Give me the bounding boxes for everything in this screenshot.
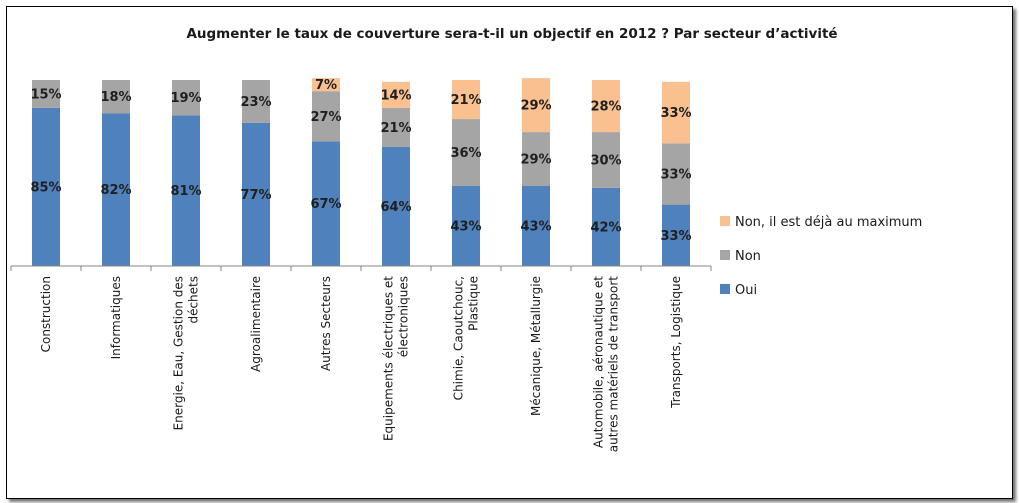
bar-non-il-est-deja-au-maximum-9 [592,80,620,133]
category-label-7: Chimie, Caoutchouc,Plastique [452,276,481,400]
data-label-non-1: 15% [30,87,61,102]
data-label-non-7: 36% [450,146,481,161]
bar-oui-5 [312,141,340,266]
legend-label-non: Non [735,249,761,264]
category-label-9: Automobile, aéronautique etautres matéri… [592,276,621,453]
legend-swatch-non-il-est-deja-au-maximum [720,216,730,226]
bar-oui-7 [452,186,480,266]
data-label-non-il-est-deja-au-maximum-6: 14% [380,88,411,103]
data-label-oui-8: 43% [520,220,551,235]
bar-non-5 [312,91,340,142]
data-label-non-6: 21% [380,121,411,136]
legend: Non, il est déjà au maximum Non Oui [720,215,922,298]
bar-non-6 [382,107,410,147]
bar-oui-3 [172,115,200,266]
bar-oui-1 [32,107,60,267]
bar-non-7 [452,119,480,187]
data-label-oui-6: 64% [380,200,411,215]
data-label-non-il-est-deja-au-maximum-5: 7% [315,78,337,93]
data-label-oui-2: 82% [100,183,131,198]
data-label-non-il-est-deja-au-maximum-10: 33% [660,106,691,121]
data-label-non-il-est-deja-au-maximum-9: 28% [590,100,621,115]
legend-label-non-il-est-deja-au-maximum: Non, il est déjà au maximum [735,215,922,230]
stacked-bar-chart: Augmenter le taux de couverture sera-t-i… [10,26,922,453]
bar-non-il-est-deja-au-maximum-5 [312,78,340,92]
bar-oui-9 [592,187,620,266]
bars-group [32,78,690,267]
category-label-8: Mécanique, Métallurgie [529,276,543,416]
bar-non-2 [102,80,130,114]
data-label-non-10: 33% [660,167,691,182]
category-label-2: Informatiques [109,276,123,359]
bar-non-9 [592,132,620,188]
data-label-oui-9: 42% [590,220,621,235]
chart-title: Augmenter le taux de couverture sera-t-i… [186,26,837,42]
bar-non-3 [172,80,200,116]
bar-oui-8 [522,186,550,266]
data-label-non-2: 18% [100,90,131,105]
data-label-non-5: 27% [310,110,341,125]
category-label-6: Equipements électriques etélectroniques [382,276,411,441]
data-label-non-8: 29% [520,153,551,168]
data-label-oui-1: 85% [30,180,61,195]
bar-oui-2 [102,113,130,266]
data-label-non-9: 30% [590,153,621,168]
category-label-5: Autres Secteurs [319,276,333,371]
data-label-oui-4: 77% [240,188,271,203]
bar-non-il-est-deja-au-maximum-6 [382,81,410,108]
data-label-non-il-est-deja-au-maximum-8: 29% [520,99,551,114]
data-label-oui-3: 81% [170,184,201,199]
legend-swatch-oui [720,284,730,294]
legend-swatch-non [720,250,730,260]
category-label-4: Agroalimentaire [249,276,263,372]
bar-non-10 [662,143,690,205]
bar-oui-6 [382,146,410,266]
value-labels-group: 85% 15% 82% 18% 81% 19% 77% 23% 67% 27% 7% 64% 21% 14… [30,78,691,244]
category-label-10: Transports, Logistique [669,276,683,409]
data-label-oui-10: 33% [660,229,691,244]
data-label-oui-5: 67% [310,197,341,212]
bar-oui-4 [242,122,270,266]
category-labels-group: Construction Informatiques Energie, Eau, G… [39,276,683,453]
bar-non-4 [242,80,270,123]
bar-non-8 [522,132,550,187]
legend-label-oui: Oui [735,283,757,298]
bar-non-il-est-deja-au-maximum-10 [662,81,690,144]
bar-oui-10 [662,204,690,266]
bar-non-il-est-deja-au-maximum-7 [452,80,480,120]
bar-non-1 [32,80,60,108]
data-label-non-4: 23% [240,95,271,110]
x-axis [10,265,712,271]
data-label-non-il-est-deja-au-maximum-7: 21% [450,93,481,108]
data-label-oui-7: 43% [450,220,481,235]
category-label-3: Energie, Eau, Gestion desdéchets [172,276,201,430]
chart-frame: Augmenter le taux de couverture sera-t-i… [6,6,1013,499]
bar-non-il-est-deja-au-maximum-8 [522,78,550,133]
category-label-1: Construction [39,276,53,352]
data-label-non-3: 19% [170,91,201,106]
